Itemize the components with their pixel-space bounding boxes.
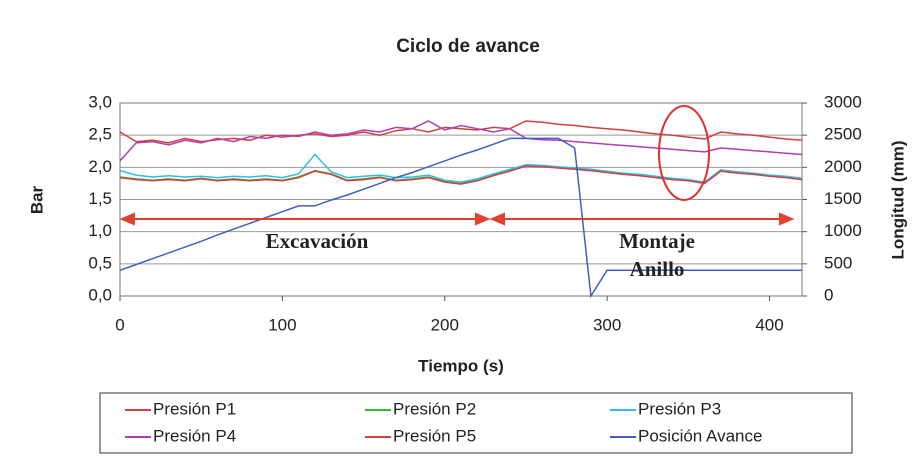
y2-tick-label: 2500 (824, 125, 862, 144)
plot-border (119, 102, 803, 297)
series-line (119, 153, 803, 183)
annotation: Montaje (619, 229, 695, 253)
x-tick-label: 100 (268, 315, 296, 334)
y2-axis-label: Longitud (mm) (888, 141, 907, 260)
legend-label: Presión P5 (393, 426, 476, 445)
y2-tick-label: 500 (824, 253, 852, 272)
legend-label: Presión P1 (153, 399, 236, 418)
x-tick-label: 0 (115, 315, 124, 334)
series-line (119, 137, 802, 299)
y2-tick-label: 2000 (824, 157, 862, 176)
chart-title: Ciclo de avance (396, 36, 540, 57)
x-axis-label: Tiempo (s) (418, 356, 504, 375)
y2-tick-label: 1500 (824, 189, 862, 208)
series-line (119, 120, 803, 144)
y2-tick-label: 0 (824, 285, 833, 304)
y2-tick-label: 1000 (824, 221, 862, 240)
y-tick-label: 3,0 (88, 92, 112, 111)
legend-label: Posición Avance (638, 426, 762, 445)
highlight-ellipse (658, 105, 710, 201)
legend: Presión P1 Presión P2 Presión P3 Presión P4… (125, 399, 762, 445)
y-tick-label: 1,0 (88, 221, 112, 240)
x-tick-label: 400 (755, 315, 783, 334)
y2-tick-label: 3000 (824, 92, 862, 111)
y-tick-label: 0,5 (88, 253, 112, 272)
phase-arrows (119, 212, 795, 226)
legend-label: Presión P4 (153, 426, 236, 445)
series-line (119, 165, 803, 185)
legend-box (99, 392, 853, 454)
annotation: Anillo (630, 257, 685, 281)
x-tick-label: 200 (431, 315, 459, 334)
legend-label: Presión P3 (638, 399, 721, 418)
y-tick-label: 1,5 (88, 189, 112, 208)
y-tick-label: 0,0 (88, 285, 112, 304)
plot-area (119, 102, 807, 301)
y-tick-label: 2,0 (88, 157, 112, 176)
x-tick-label: 300 (593, 315, 621, 334)
y-axis-label: Bar (27, 185, 46, 214)
y-tick-label: 2,5 (88, 125, 112, 144)
annotation: Excavación (266, 229, 369, 253)
legend-label: Presión P2 (393, 399, 476, 418)
series-line (119, 120, 803, 162)
